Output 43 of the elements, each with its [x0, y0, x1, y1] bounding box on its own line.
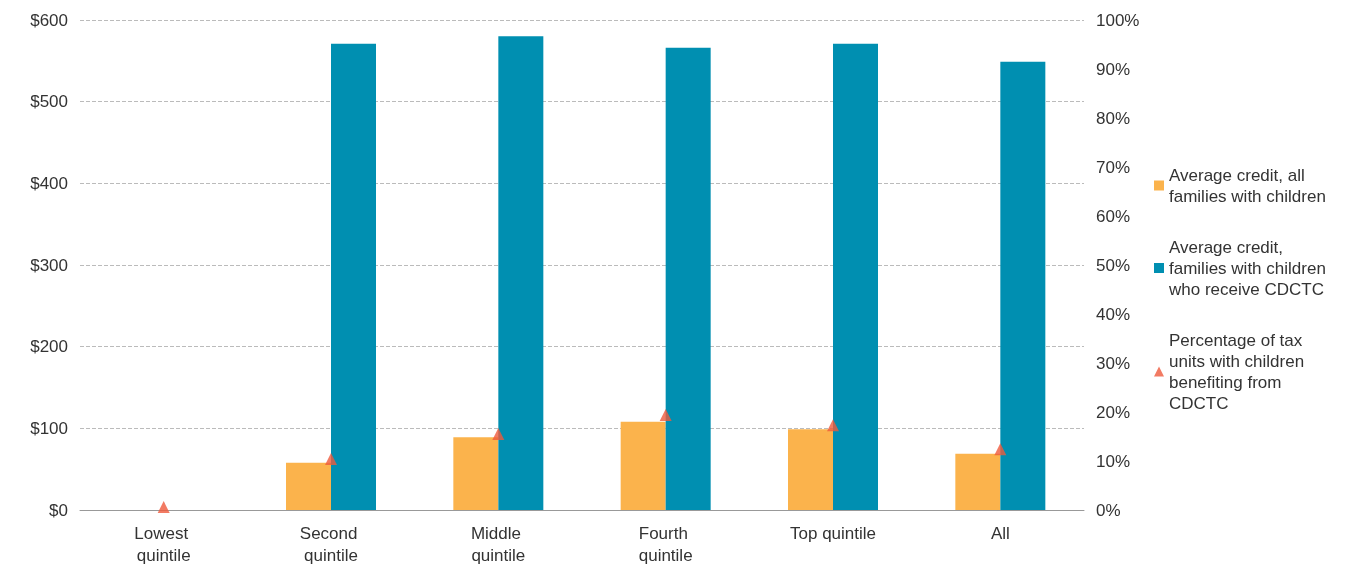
- bar: [833, 43, 878, 510]
- y2-tick-label: 50%: [1096, 255, 1131, 275]
- point: [157, 501, 170, 514]
- point: [325, 453, 337, 466]
- point: [492, 428, 505, 441]
- y2-tick-label: 0%: [1096, 500, 1121, 520]
- y-tick-label: $300: [30, 255, 68, 275]
- bar: [788, 429, 833, 510]
- bar: [286, 462, 331, 510]
- bar: [665, 47, 711, 510]
- y2-tick-label: 30%: [1096, 353, 1131, 373]
- bar: [620, 421, 666, 510]
- point: [827, 419, 839, 432]
- y-tick-label: $100: [30, 418, 68, 438]
- y-tick-label: $0: [49, 500, 68, 520]
- legend-label: Percentage of tax units with children benefiting from CDCTC: [1169, 330, 1309, 413]
- legend-label: Average credit, families with children who receive CDCTC: [1168, 237, 1331, 299]
- x-tick-label: Second quintile: [299, 523, 363, 565]
- point: [994, 443, 1007, 456]
- y2-tick-label: 60%: [1096, 206, 1131, 226]
- y-tick-label: $200: [30, 337, 68, 357]
- y2-tick-label: 90%: [1096, 59, 1131, 79]
- x-tick-label: Fourth quintile: [638, 523, 693, 565]
- x-tick-label: All: [990, 523, 1010, 543]
- legend-label: Average credit, all families with children: [1169, 165, 1326, 206]
- y2-tick-label: 40%: [1096, 304, 1131, 324]
- bar: [955, 453, 1001, 510]
- y2-tick-label: 80%: [1096, 108, 1131, 128]
- y2-tick-label: 20%: [1096, 402, 1131, 422]
- y-tick-label: $500: [30, 92, 68, 112]
- y-tick-label: $400: [30, 173, 68, 193]
- bar: [453, 437, 499, 510]
- bar: [498, 36, 544, 510]
- y2-tick-label: 100%: [1096, 10, 1140, 30]
- y2-tick-label: 70%: [1096, 157, 1131, 177]
- y-tick-label: $600: [30, 10, 68, 30]
- x-tick-label: Middle quintile: [470, 523, 526, 565]
- y2-tick-label: 10%: [1096, 451, 1131, 471]
- point: [659, 408, 672, 421]
- bar: [331, 43, 376, 510]
- x-tick-label: Lowest quintile: [134, 523, 193, 565]
- x-tick-label: Top quintile: [789, 523, 877, 543]
- bar: [1000, 61, 1046, 510]
